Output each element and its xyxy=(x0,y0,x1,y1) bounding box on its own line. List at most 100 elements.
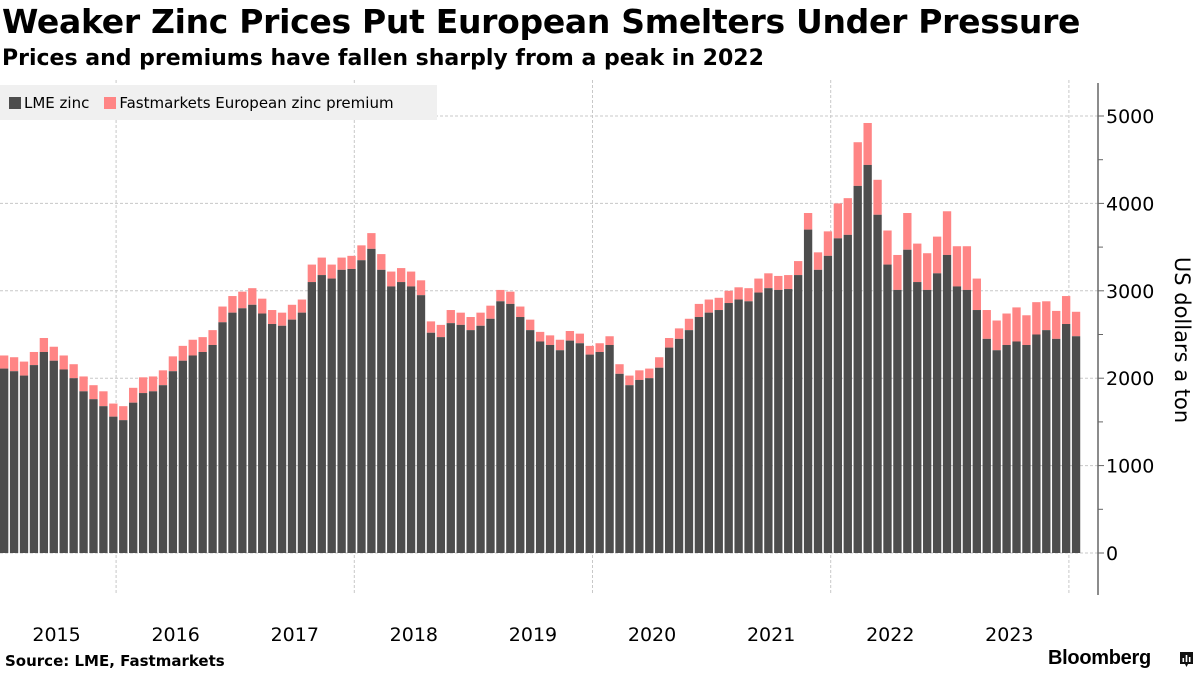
bar-premium xyxy=(784,275,793,290)
y-axis: 0 1000 2000 3000 4000 5000 xyxy=(1097,83,1154,595)
bar-premium xyxy=(49,346,58,361)
x-tick-label: 2018 xyxy=(390,624,438,646)
bar-lme-zinc xyxy=(694,317,704,553)
bar-premium xyxy=(506,291,515,304)
bar-premium xyxy=(764,273,773,289)
bar-lme-zinc xyxy=(59,369,68,553)
bar-lme-zinc xyxy=(1012,341,1021,553)
bar-premium xyxy=(694,303,704,318)
bar-premium xyxy=(724,290,733,304)
bar-lme-zinc xyxy=(307,282,316,553)
bar-premium xyxy=(645,368,654,379)
bar-lme-zinc xyxy=(813,269,823,553)
bar-premium xyxy=(843,198,852,235)
bar-premium xyxy=(903,213,912,250)
bar-lme-zinc xyxy=(645,378,654,553)
bar-lme-zinc xyxy=(446,323,455,553)
bar-lme-zinc xyxy=(109,416,118,553)
bar-lme-zinc xyxy=(426,332,436,553)
bar-lme-zinc xyxy=(29,365,39,553)
bar-premium xyxy=(516,306,525,318)
x-tick-label: 2020 xyxy=(628,624,676,646)
bar-premium xyxy=(833,203,843,239)
bar-lme-zinc xyxy=(327,278,336,553)
x-axis: 2015 2016 2017 2018 2019 2020 2021 2022 2023 xyxy=(32,624,1033,646)
bar-lme-zinc xyxy=(903,249,912,554)
bar-lme-zinc xyxy=(168,371,178,553)
bar-premium xyxy=(664,337,674,348)
bar-premium xyxy=(267,310,277,325)
bar-premium xyxy=(9,357,19,372)
legend-label: LME zinc xyxy=(24,93,90,112)
bar-lme-zinc xyxy=(1032,334,1041,553)
bar-premium xyxy=(635,370,644,380)
bar-premium xyxy=(39,337,49,352)
bar-premium xyxy=(228,296,237,313)
bar-lme-zinc xyxy=(526,330,535,553)
x-tick-label: 2017 xyxy=(271,624,319,646)
bar-premium xyxy=(486,305,495,319)
bar-premium xyxy=(982,310,991,339)
bar-lme-zinc xyxy=(248,304,257,553)
bar-premium xyxy=(406,271,416,287)
bar-premium xyxy=(704,299,713,313)
bar-lme-zinc xyxy=(218,322,227,553)
bar-premium xyxy=(397,268,406,283)
bar-lme-zinc xyxy=(565,340,575,553)
bar-premium xyxy=(188,339,197,356)
bar-premium xyxy=(248,288,257,305)
bar-premium xyxy=(238,291,247,309)
x-tick-label: 2022 xyxy=(866,624,914,646)
bar-premium xyxy=(774,275,783,290)
bar-premium xyxy=(932,236,942,274)
bar-lme-zinc xyxy=(277,325,287,553)
bar-premium xyxy=(258,298,267,314)
bar-lme-zinc xyxy=(337,269,346,553)
bar-lme-zinc xyxy=(406,286,416,553)
bar-lme-zinc xyxy=(704,312,713,553)
bar-lme-zinc xyxy=(1042,330,1051,553)
bloomberg-logo: Bloomberg xyxy=(1048,647,1151,669)
bar-lme-zinc xyxy=(635,379,644,553)
bar-lme-zinc xyxy=(605,344,614,553)
bar-premium xyxy=(436,324,446,338)
bar-lme-zinc xyxy=(466,330,475,553)
x-tick-label: 2015 xyxy=(32,624,80,646)
bar-premium xyxy=(456,312,465,325)
bar-premium xyxy=(1022,315,1031,345)
bar-premium xyxy=(208,330,217,345)
bar-premium xyxy=(59,355,68,370)
bar-lme-zinc xyxy=(545,344,555,553)
bloomberg-chart-icon xyxy=(1180,652,1193,667)
bar-lme-zinc xyxy=(287,319,297,553)
bar-premium xyxy=(655,357,664,368)
y-axis-label: US dollars a ton xyxy=(1170,257,1194,423)
source-note: Source: LME, Fastmarkets xyxy=(5,652,225,670)
bar-premium xyxy=(913,243,922,283)
bar-premium xyxy=(377,254,386,270)
bar-premium xyxy=(863,122,872,165)
bar-lme-zinc xyxy=(208,344,217,553)
bar-premium xyxy=(119,406,128,421)
bar-lme-zinc xyxy=(456,324,465,553)
bar-lme-zinc xyxy=(0,368,9,553)
bar-lme-zinc xyxy=(913,282,922,553)
bar-lme-zinc xyxy=(1002,344,1011,553)
bar-lme-zinc xyxy=(952,286,962,553)
bar-premium xyxy=(446,310,455,324)
y-tick-label: 1000 xyxy=(1106,456,1154,478)
bar-lme-zinc xyxy=(297,312,307,553)
bar-premium xyxy=(734,287,743,300)
bar-lme-zinc xyxy=(19,375,29,553)
bar-premium xyxy=(198,337,207,352)
bar-premium xyxy=(972,278,981,311)
bar-lme-zinc xyxy=(416,295,426,553)
bar-lme-zinc xyxy=(178,360,187,553)
bar-premium xyxy=(962,246,972,290)
legend-swatch-premium xyxy=(104,96,117,109)
bar-lme-zinc xyxy=(1071,336,1081,553)
bar-lme-zinc xyxy=(684,330,694,553)
legend-item-premium: Fastmarkets European zinc premium xyxy=(104,94,394,112)
bar-premium xyxy=(813,252,823,270)
